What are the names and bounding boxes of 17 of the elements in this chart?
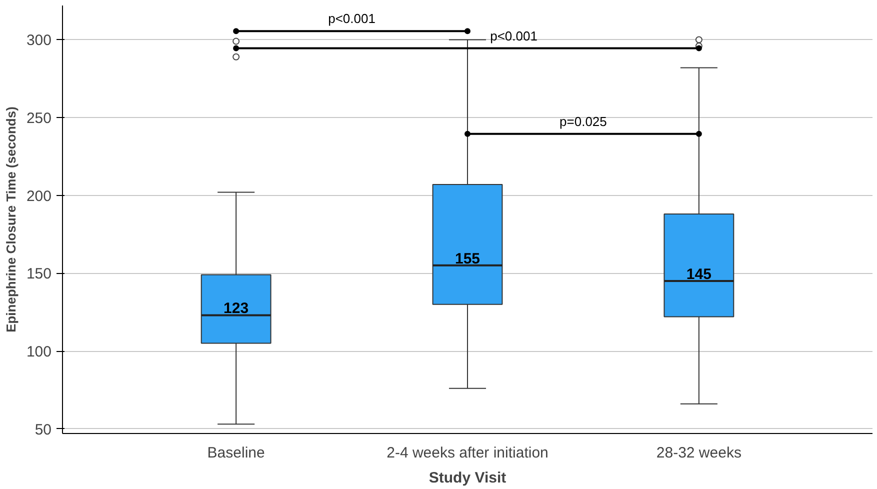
y-tick-label: 100	[26, 344, 52, 361]
y-tick-label: 300	[26, 32, 52, 50]
y-tick-label: 250	[26, 110, 52, 128]
annotation: p=0.025	[560, 114, 607, 129]
annotation: p<0.001	[490, 28, 538, 44]
y-axis-title: Epinephrine Closure Time (seconds)	[3, 106, 18, 332]
y-tick-label: 200	[26, 188, 52, 205]
annotation: 155	[454, 250, 480, 268]
annotation: 123	[224, 300, 249, 318]
annotation: 145	[686, 266, 712, 283]
annotation: p<0.001	[328, 11, 376, 26]
y-tick-label: 50	[34, 421, 52, 438]
x-tick-label: Baseline	[207, 444, 265, 462]
x-axis-title: Study Visit	[428, 470, 506, 486]
y-tick-label: 150	[26, 266, 52, 283]
x-tick-label: 28-32 weeks	[656, 444, 742, 462]
x-tick-label: 2-4 weeks after initiation	[386, 444, 548, 462]
